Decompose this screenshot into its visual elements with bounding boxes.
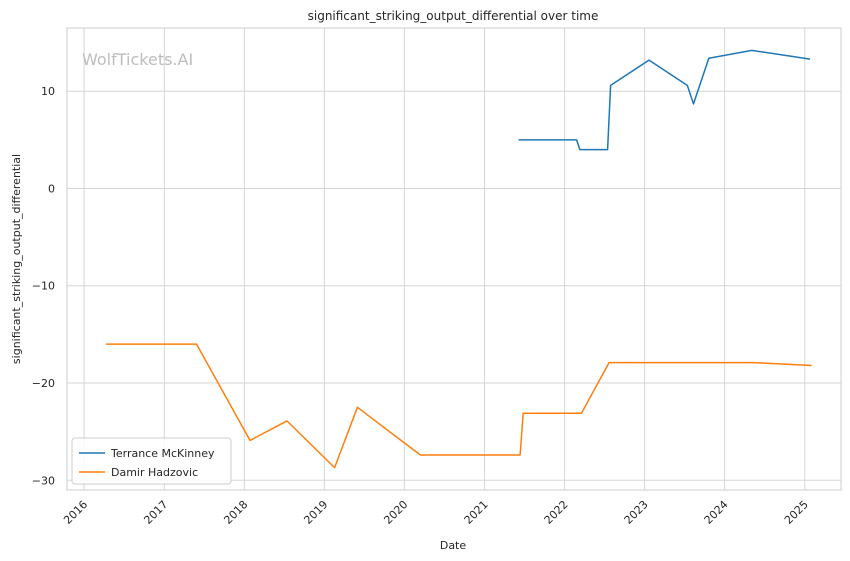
series-layer	[106, 49, 812, 469]
y-tick-label: −30	[32, 474, 55, 487]
chart-title: significant_striking_output_differential…	[308, 9, 599, 23]
series-line-damir-hadzovic	[106, 343, 812, 469]
y-tick-label: −10	[32, 280, 55, 293]
y-tick-label: −20	[32, 377, 55, 390]
series-line-terrance-mckinney	[518, 49, 811, 151]
x-tick-label: 2017	[141, 498, 170, 527]
x-axis-label: Date	[440, 539, 467, 552]
legend-box	[71, 437, 232, 485]
legend-label-terrance-mckinney: Terrance McKinney	[110, 447, 215, 460]
x-tick-label: 2023	[622, 498, 651, 527]
x-tick-label: 2025	[782, 498, 811, 527]
x-tick-label: 2019	[301, 498, 330, 527]
x-tick-label: 2018	[221, 498, 250, 527]
plot-area	[66, 27, 842, 491]
legend-label-damir-hadzovic: Damir Hadzovic	[111, 466, 198, 479]
y-tick-label: 0	[48, 182, 55, 195]
x-axis-ticks: 2016 2017 2018 2019 2020 2021 2022 2023 2024 2025	[61, 498, 811, 527]
y-tick-label: 10	[41, 85, 55, 98]
x-tick-label: 2021	[462, 498, 491, 527]
y-axis-label: significant_striking_output_differential	[10, 154, 23, 364]
grid-layer	[67, 28, 841, 490]
legend: Terrance McKinney Damir Hadzovic	[71, 437, 232, 485]
x-tick-label: 2024	[702, 498, 731, 527]
x-tick-label: 2016	[61, 498, 90, 527]
y-axis-ticks: 10 0 −10 −20 −30	[32, 85, 55, 487]
watermark: WolfTickets.AI	[82, 50, 193, 69]
x-tick-label: 2022	[542, 498, 571, 527]
x-tick-label: 2020	[381, 498, 410, 527]
